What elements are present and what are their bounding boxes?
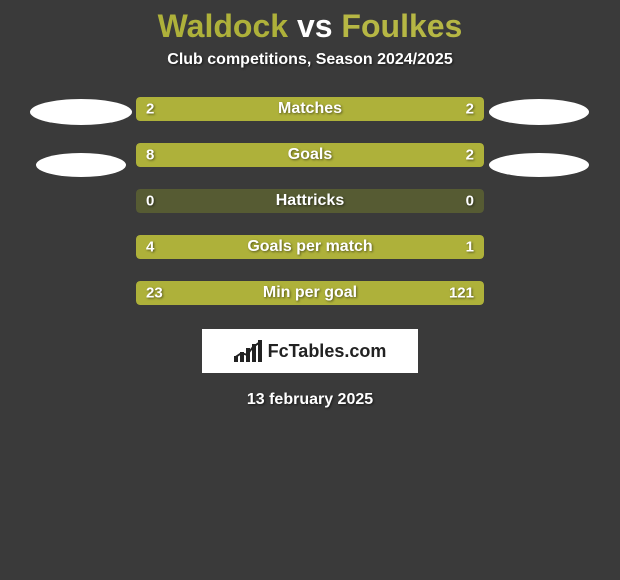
stat-row: 00Hattricks xyxy=(136,189,484,213)
team-logo-placeholder xyxy=(489,99,589,125)
stat-row: 82Goals xyxy=(136,143,484,167)
player-left-name: Waldock xyxy=(158,8,288,44)
chart-area: 22Matches 82Goals 00Hattricks 41Goals per m… xyxy=(0,97,620,305)
player-right-name: Foulkes xyxy=(341,8,462,44)
bar-fill-left xyxy=(136,97,310,121)
stat-row: 41Goals per match xyxy=(136,235,484,259)
team-logo-placeholder xyxy=(30,99,132,125)
team-logo-placeholder xyxy=(36,153,126,177)
bar-fill-right xyxy=(199,281,484,305)
comparison-title: Waldock vs Foulkes xyxy=(0,0,620,45)
watermark-text: FcTables.com xyxy=(268,341,387,362)
team-logo-placeholder xyxy=(489,153,589,177)
team-logos-left xyxy=(26,97,136,177)
bar-fill-left xyxy=(136,143,400,167)
bar-track xyxy=(136,189,484,213)
date: 13 february 2025 xyxy=(0,391,620,409)
bar-fill-left xyxy=(136,235,414,259)
watermark-chart-icon xyxy=(234,340,262,362)
stat-bars: 22Matches 82Goals 00Hattricks 41Goals per m… xyxy=(136,97,484,305)
watermark: FcTables.com xyxy=(202,329,418,373)
bar-fill-left xyxy=(136,281,199,305)
bar-fill-right xyxy=(310,97,484,121)
stat-row: 22Matches xyxy=(136,97,484,121)
vs-separator: vs xyxy=(288,8,341,44)
bar-fill-right xyxy=(414,235,484,259)
stat-row: 23121Min per goal xyxy=(136,281,484,305)
bar-fill-right xyxy=(400,143,484,167)
team-logos-right xyxy=(484,97,594,177)
subtitle: Club competitions, Season 2024/2025 xyxy=(0,51,620,69)
